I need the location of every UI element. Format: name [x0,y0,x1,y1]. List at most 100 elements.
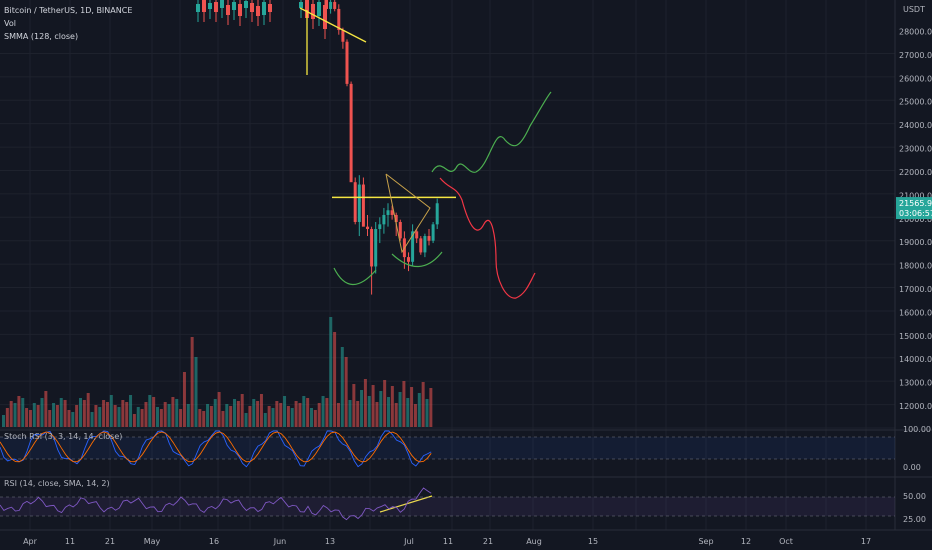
volume-bar [171,397,175,427]
early-candle-body [208,3,212,9]
volume-bar [98,407,102,427]
volume-bar [28,410,32,427]
volume-bar [36,405,40,427]
price-axis-label: 23000.00 [899,145,932,154]
time-axis[interactable]: Apr 11 21 May 16 Jun 13 Jul 11 21 Aug 15 Sep 12 Oct 17 [23,537,871,546]
rsi-line [0,487,432,521]
bullish-projection [431,91,552,173]
time-axis-label: 12 [741,537,751,546]
volume-bar [271,408,275,427]
early-candle-body [262,2,266,15]
time-axis-label: 21 [483,537,493,546]
price-axis[interactable]: USDT 28000.00 27000.00 26000.00 25000.00 2400… [896,5,932,524]
volume-bar [356,401,360,427]
early-candle-body [232,2,236,10]
volume-bar [344,357,348,427]
early-candle-body [305,0,309,18]
projection-cup-left [333,267,377,286]
candle-body [329,1,333,9]
volume-bar [279,403,283,427]
candle-body [386,210,390,215]
volume-bar [290,408,294,427]
volume-bar [209,406,213,427]
candle-body [415,231,419,239]
volume-bar [336,403,340,427]
volume-bar [383,380,387,427]
price-axis-label: 13000.00 [899,379,932,388]
volume-bar [413,404,417,427]
time-axis-label: 15 [588,537,598,546]
candles-early [196,0,327,39]
price-axis-label: 17000.00 [899,285,932,294]
volume-bar [429,388,433,427]
candle-body [353,182,357,222]
volume-bar [394,403,398,427]
volume-bar [152,397,156,427]
volume-bar [136,407,140,427]
volume-bar [5,408,9,427]
price-axis-label: 12000.00 [899,402,932,411]
volume-bar [233,399,236,427]
volume-bar [379,391,383,427]
price-axis-label: 20000.00 [899,215,932,224]
volume-bar [417,393,421,427]
volume-bar [217,392,221,427]
candle-body [423,236,427,253]
volume-bar [75,405,79,427]
volume-bar [206,404,210,427]
stoch-band [0,437,895,459]
volume-bar [148,395,152,427]
volume-bar [175,399,179,427]
volume-bar [117,407,121,427]
volume-bar [132,414,136,427]
price-axis-unit: USDT [903,5,925,14]
volume-bar [190,337,194,427]
projection-cup-right [391,251,443,268]
volume-bar [256,401,260,427]
time-axis-label: Jun [273,537,287,546]
early-candle-body [317,2,321,16]
early-candle-body [238,4,242,16]
time-axis-label: May [144,537,161,546]
candle-body [390,210,394,215]
volume-bar [240,394,244,427]
bearish-projection [439,177,536,299]
price-axis-label: 22000.00 [899,168,932,177]
volume-bars [2,317,433,427]
stoch-d-line [0,431,432,463]
early-candle-body [311,4,315,19]
legend-symbol: Bitcoin / TetherUS, 1D, BINANCE [4,6,133,15]
volume-bar [9,401,13,427]
volume-bar [63,400,67,427]
rsi-label: RSI (14, close, SMA, 14, 2) [4,479,110,488]
volume-bar [387,397,390,427]
volume-bar [236,401,240,427]
volume-bar [113,405,117,427]
volume-bar [102,400,106,427]
volume-bar [317,403,321,427]
volume-bar [375,402,379,427]
candle-body [333,1,337,9]
volume-bar [163,402,167,427]
volume-bar [221,411,225,427]
volume-bar [129,395,133,427]
candle-body [427,236,431,241]
volume-bar [371,385,375,427]
price-axis-label: 26000.00 [899,74,932,83]
candle-body [431,224,435,241]
volume-bar [267,406,271,427]
candle-body [398,221,402,239]
volume-bar [86,393,90,427]
candle-body [357,184,361,222]
trend-line [299,7,367,43]
candle-body [349,83,353,183]
volume-bar [79,398,82,427]
volume-bar [360,390,364,427]
volume-bar [283,396,287,427]
candle-body [366,226,369,230]
volume-bar [333,332,337,427]
early-candle-body [196,4,200,12]
volume-bar [194,357,198,427]
volume-bar [367,396,371,427]
